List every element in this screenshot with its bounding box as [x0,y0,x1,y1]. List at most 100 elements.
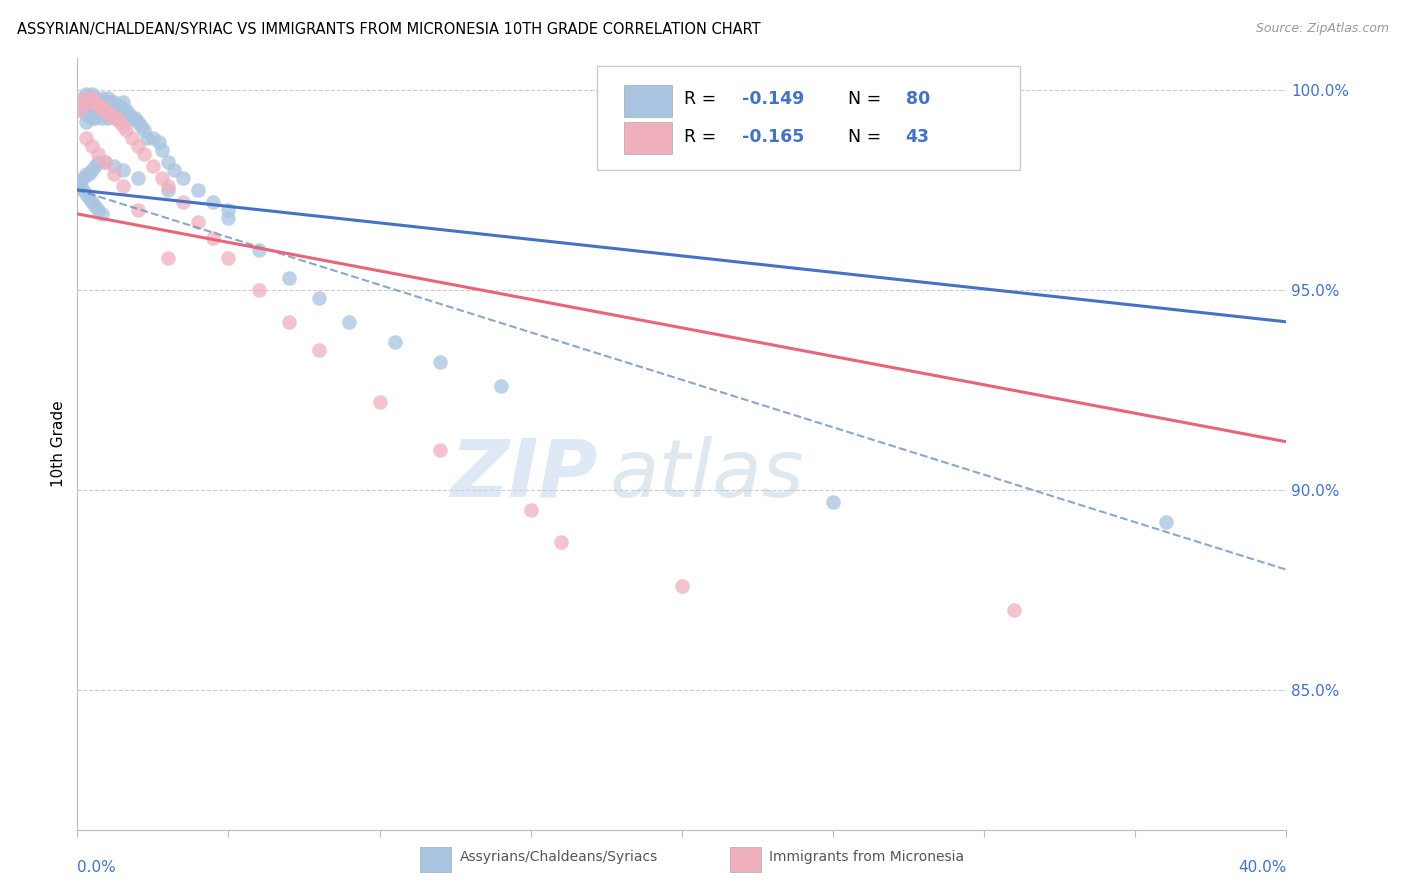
Point [79,191,101,205]
Point [87,107,110,121]
Point [75,115,97,129]
Point [218,202,240,217]
Point [90,99,112,113]
Point [93,155,115,169]
Point [121,131,143,145]
Point [163,162,186,177]
Point [132,123,155,137]
Point [821,494,844,508]
Text: R =: R = [685,128,723,146]
Point [1004,602,1026,616]
Point [72,95,94,109]
Text: R =: R = [685,90,723,108]
Point [90,99,112,113]
Point [82,111,104,125]
Point [93,95,115,109]
Point [671,579,693,593]
Point [172,194,194,209]
Point [308,291,330,305]
Point [124,111,146,125]
Point [82,194,104,209]
Point [142,159,165,173]
Point [148,135,170,149]
Point [278,315,301,329]
Point [100,107,122,121]
Point [72,183,94,197]
Point [157,183,180,197]
Text: ZIP: ZIP [450,435,598,514]
Point [127,170,149,185]
Text: Immigrants from Micronesia: Immigrants from Micronesia [769,850,965,864]
Point [520,502,543,516]
Point [150,170,173,185]
Point [87,147,110,161]
Point [111,162,134,177]
Point [135,131,157,145]
Point [82,162,104,177]
Text: 0.0%: 0.0% [77,860,117,875]
Point [103,103,125,117]
Point [489,379,512,393]
Point [82,95,104,109]
Point [84,111,107,125]
Point [157,251,180,265]
Point [121,111,143,125]
Text: Source: ZipAtlas.com: Source: ZipAtlas.com [1256,22,1389,36]
Point [72,91,94,105]
Point [100,107,122,121]
Point [84,199,107,213]
Point [187,183,209,197]
FancyBboxPatch shape [624,122,672,154]
Point [69,175,91,189]
Point [96,111,118,125]
Point [278,271,301,285]
Point [105,99,128,113]
Point [202,231,225,245]
Text: 43: 43 [905,128,929,146]
Point [75,87,97,101]
Text: ASSYRIAN/CHALDEAN/SYRIAC VS IMMIGRANTS FROM MICRONESIA 10TH GRADE CORRELATION CH: ASSYRIAN/CHALDEAN/SYRIAC VS IMMIGRANTS F… [17,22,761,37]
Point [93,155,115,169]
Point [96,91,118,105]
Text: -0.149: -0.149 [742,90,804,108]
Point [108,99,131,113]
Point [114,103,136,117]
Point [114,123,136,137]
Point [87,95,110,109]
Point [308,343,330,357]
Point [111,119,134,133]
Text: Assyrians/Chaldeans/Syriacs: Assyrians/Chaldeans/Syriacs [460,850,658,864]
Text: 80: 80 [905,90,929,108]
Point [103,159,125,173]
Point [82,87,104,101]
Point [72,95,94,109]
Point [218,211,240,225]
Text: atlas: atlas [609,435,804,514]
Point [103,111,125,125]
Point [87,155,110,169]
Text: -0.165: -0.165 [742,128,804,146]
Point [90,91,112,105]
Point [247,243,270,257]
Point [82,91,104,105]
Point [72,170,94,185]
Point [69,103,91,117]
Point [127,139,149,153]
Point [111,107,134,121]
Point [75,99,97,113]
Point [103,95,125,109]
Point [100,95,122,109]
Point [82,139,104,153]
Point [1154,515,1177,529]
Text: N =: N = [848,128,886,146]
Point [87,202,110,217]
Point [69,103,91,117]
Point [84,159,107,173]
Point [127,202,149,217]
Point [93,103,115,117]
Point [142,131,165,145]
Point [69,178,91,193]
Point [93,107,115,121]
Point [79,95,101,109]
Point [79,103,101,117]
